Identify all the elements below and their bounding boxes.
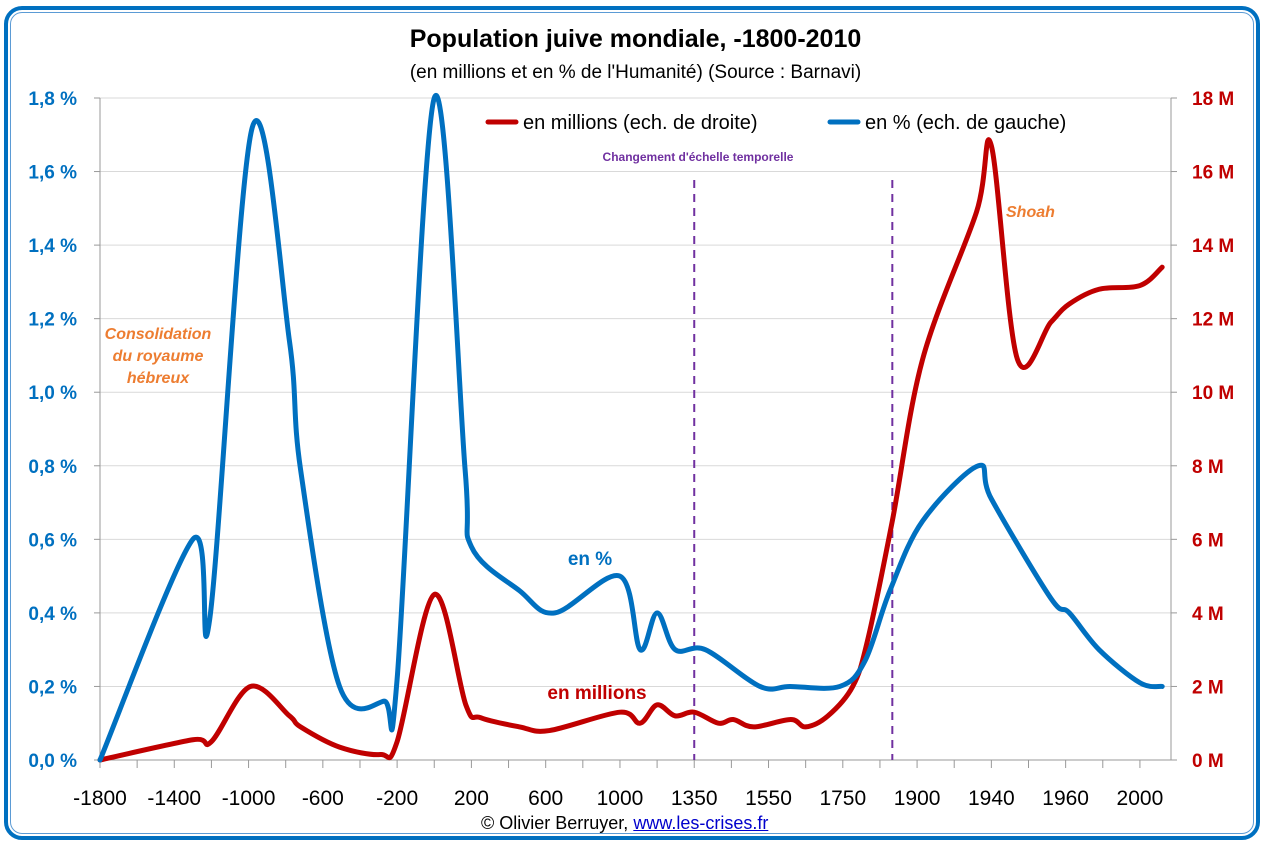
x-tick-label: 1750 (819, 787, 866, 810)
x-tick-label: -1800 (73, 787, 127, 810)
annotation-temporal-scale-change: Changement d'échelle temporelle (603, 150, 794, 164)
y-right-tick-label: 8 M (1192, 457, 1224, 478)
y-right-tick-label: 4 M (1192, 604, 1224, 625)
x-tick-label: 2000 (1117, 787, 1164, 810)
y-right-tick-label: 18 M (1192, 89, 1234, 110)
annotation-en-millions: en millions (547, 683, 646, 704)
x-tick-label: 1000 (597, 787, 644, 810)
x-tick-label: -200 (376, 787, 418, 810)
legend-item-millions: en millions (ech. de droite) (523, 112, 758, 134)
y-left-tick-label: 0,6 % (28, 530, 77, 551)
y-right-tick-label: 2 M (1192, 677, 1224, 698)
x-tick-label: -1000 (222, 787, 276, 810)
x-tick-label: 1960 (1042, 787, 1089, 810)
annotation-shoah: Shoah (1006, 204, 1055, 221)
legend-item-percent: en % (ech. de gauche) (865, 112, 1066, 134)
y-right-tick-label: 14 M (1192, 236, 1234, 257)
y-left-tick-label: 1,2 % (28, 310, 77, 331)
series-line-percent (97, 92, 1165, 763)
y-left-tick-label: 0,0 % (28, 751, 77, 772)
y-right-tick-label: 10 M (1192, 383, 1234, 404)
x-tick-label: 1940 (968, 787, 1015, 810)
y-left-tick-label: 1,8 % (28, 89, 77, 110)
x-tick-label: 1350 (671, 787, 718, 810)
y-right-tick-label: 16 M (1192, 163, 1234, 184)
y-left-tick-label: 1,6 % (28, 163, 77, 184)
x-tick-label: -600 (302, 787, 344, 810)
credit-link[interactable]: www.les-crises.fr (633, 813, 769, 833)
annotation-consolidation: Consolidation (105, 326, 212, 343)
x-tick-label: -1400 (147, 787, 201, 810)
y-left-tick-label: 0,2 % (28, 677, 77, 698)
y-left-tick-label: 0,4 % (28, 604, 77, 625)
y-left-tick-label: 1,4 % (28, 236, 77, 257)
chart-subtitle: (en millions et en % de l'Humanité) (Sou… (409, 62, 862, 83)
y-right-tick-label: 6 M (1192, 530, 1224, 551)
y-left-tick-label: 1,0 % (28, 383, 77, 404)
y-left-tick-label: 0,8 % (28, 457, 77, 478)
credit-author: © Olivier Berruyer, (481, 813, 629, 833)
x-tick-label: 1550 (745, 787, 792, 810)
chart-title: Population juive mondiale, -1800-2010 (409, 25, 862, 53)
x-tick-label: 1900 (894, 787, 941, 810)
chart-frame (4, 6, 1260, 840)
credit: © Olivier Berruyer, www.les-crises.fr (481, 813, 768, 834)
series-line-millions (97, 137, 1165, 763)
chart-frame-inner (10, 12, 1254, 834)
y-right-tick-label: 0 M (1192, 751, 1224, 772)
annotation-en-percent: en % (568, 549, 612, 570)
y-right-tick-label: 12 M (1192, 310, 1234, 331)
x-tick-label: 200 (454, 787, 489, 810)
annotation-consolidation: hébreux (127, 370, 190, 387)
x-tick-label: 600 (528, 787, 563, 810)
annotation-consolidation: du royaume (113, 348, 204, 365)
